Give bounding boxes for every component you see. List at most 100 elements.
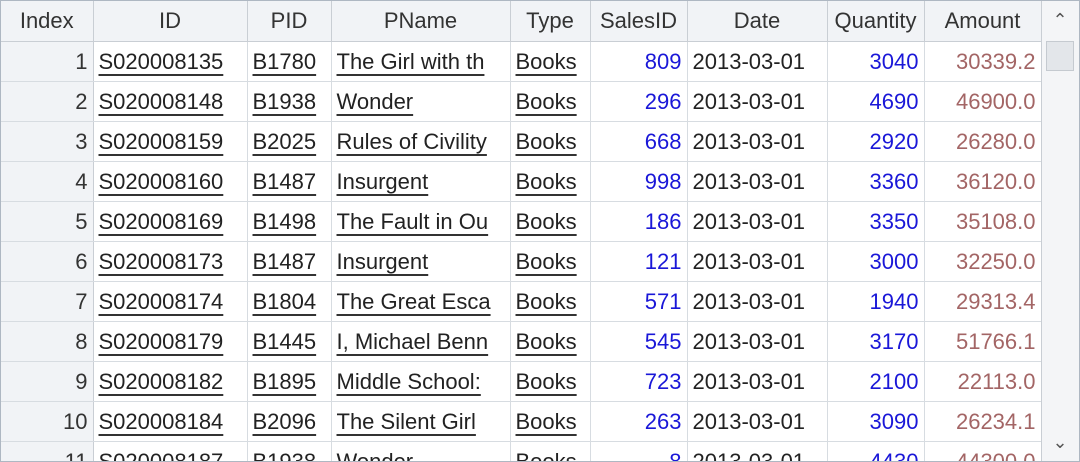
cell-id[interactable]: S020008184: [93, 401, 248, 442]
cell-pname-link[interactable]: Insurgent: [336, 168, 429, 194]
cell-index[interactable]: 6: [1, 241, 94, 282]
cell-amount[interactable]: 29313.4: [924, 281, 1041, 322]
cell-quantity[interactable]: 3360: [827, 161, 925, 202]
cell-id-link[interactable]: S020008182: [98, 368, 224, 394]
cell-pname-link[interactable]: The Fault in Ou: [336, 208, 489, 234]
scroll-up-button[interactable]: ⌃: [1045, 3, 1075, 37]
cell-quantity[interactable]: 4690: [827, 81, 925, 122]
cell-pname[interactable]: The Silent Girl: [331, 401, 511, 442]
cell-type[interactable]: Books: [510, 441, 591, 462]
cell-id-link[interactable]: S020008179: [98, 328, 224, 354]
table-row[interactable]: 4 S020008160 B1487 Insurgent Books 998 2013-03…: [1, 161, 1041, 202]
cell-date[interactable]: 2013-03-01: [687, 161, 828, 202]
cell-pname-link[interactable]: Wonder: [336, 448, 414, 462]
table-row[interactable]: 7 S020008174 B1804 The Great Esca Books 571 20…: [1, 281, 1041, 322]
cell-pid[interactable]: B1895: [247, 361, 332, 402]
cell-type-link[interactable]: Books: [515, 168, 577, 194]
cell-salesid[interactable]: 8: [590, 441, 688, 461]
cell-pname[interactable]: I, Michael Benn: [331, 321, 511, 362]
cell-amount[interactable]: 51766.1: [924, 321, 1041, 362]
cell-index[interactable]: 8: [1, 321, 94, 362]
cell-type-link[interactable]: Books: [515, 88, 577, 114]
vertical-scrollbar[interactable]: ⌃ ⌄: [1041, 1, 1079, 461]
cell-id[interactable]: S020008135: [93, 41, 248, 82]
cell-salesid[interactable]: 186: [590, 201, 688, 242]
table-row[interactable]: 5 S020008169 B1498 The Fault in Ou Books 186 2…: [1, 201, 1041, 242]
cell-pid[interactable]: B2096: [247, 401, 332, 442]
cell-type-link[interactable]: Books: [515, 448, 577, 462]
cell-salesid[interactable]: 668: [590, 121, 688, 162]
cell-pname-link[interactable]: Rules of Civility: [336, 128, 487, 154]
cell-index[interactable]: 4: [1, 161, 94, 202]
column-header-pid[interactable]: PID: [247, 1, 332, 42]
cell-type[interactable]: Books: [510, 201, 591, 242]
cell-pid[interactable]: B1804: [247, 281, 332, 322]
cell-pid-link[interactable]: B2096: [252, 408, 317, 434]
cell-pid-link[interactable]: B1938: [252, 88, 317, 114]
cell-date[interactable]: 2013-03-01: [687, 41, 828, 82]
cell-pid[interactable]: B1445: [247, 321, 332, 362]
cell-pname-link[interactable]: The Girl with th: [336, 48, 485, 74]
table-row[interactable]: 6 S020008173 B1487 Insurgent Books 121 2013-03…: [1, 241, 1041, 282]
cell-type[interactable]: Books: [510, 241, 591, 282]
cell-pid-link[interactable]: B1780: [252, 48, 317, 74]
cell-pid-link[interactable]: B1804: [252, 288, 317, 314]
cell-id-link[interactable]: S020008160: [98, 168, 224, 194]
cell-type-link[interactable]: Books: [515, 408, 577, 434]
cell-amount[interactable]: 26280.0: [924, 121, 1041, 162]
cell-id-link[interactable]: S020008187: [98, 448, 224, 462]
cell-salesid[interactable]: 296: [590, 81, 688, 122]
cell-id[interactable]: S020008159: [93, 121, 248, 162]
cell-pid-link[interactable]: B1895: [252, 368, 317, 394]
cell-salesid[interactable]: 998: [590, 161, 688, 202]
cell-amount[interactable]: 35108.0: [924, 201, 1041, 242]
cell-id-link[interactable]: S020008174: [98, 288, 224, 314]
cell-type-link[interactable]: Books: [515, 328, 577, 354]
cell-index[interactable]: 11: [1, 441, 94, 461]
cell-id-link[interactable]: S020008184: [98, 408, 224, 434]
cell-pname-link[interactable]: The Great Esca: [336, 288, 491, 314]
cell-amount[interactable]: 32250.0: [924, 241, 1041, 282]
cell-amount[interactable]: 46900.0: [924, 81, 1041, 122]
cell-pname-link[interactable]: The Silent Girl: [336, 408, 476, 434]
cell-pid[interactable]: B1938: [247, 441, 332, 461]
cell-pid[interactable]: B1498: [247, 201, 332, 242]
cell-pid[interactable]: B1487: [247, 161, 332, 202]
cell-date[interactable]: 2013-03-01: [687, 401, 828, 442]
cell-pid[interactable]: B1487: [247, 241, 332, 282]
cell-salesid[interactable]: 723: [590, 361, 688, 402]
cell-pname[interactable]: Insurgent: [331, 161, 511, 202]
table-row[interactable]: 9 S020008182 B1895 Middle School: Books 723 20…: [1, 361, 1041, 402]
table-row[interactable]: 3 S020008159 B2025 Rules of Civility Books 66…: [1, 121, 1041, 162]
cell-amount[interactable]: 44300.0: [924, 441, 1041, 461]
cell-type-link[interactable]: Books: [515, 248, 577, 274]
cell-pname-link[interactable]: Insurgent: [336, 248, 429, 274]
cell-date[interactable]: 2013-03-01: [687, 281, 828, 322]
column-header-salesid[interactable]: SalesID: [590, 1, 688, 42]
cell-id-link[interactable]: S020008173: [98, 248, 224, 274]
cell-amount[interactable]: 26234.1: [924, 401, 1041, 442]
cell-pid-link[interactable]: B1498: [252, 208, 317, 234]
table-row[interactable]: 11 S020008187 B1938 Wonder Books 8 2013-03-01 4…: [1, 441, 1041, 462]
cell-amount[interactable]: 36120.0: [924, 161, 1041, 202]
cell-salesid[interactable]: 545: [590, 321, 688, 362]
column-header-date[interactable]: Date: [687, 1, 828, 42]
cell-index[interactable]: 1: [1, 41, 94, 82]
cell-date[interactable]: 2013-03-01: [687, 441, 828, 461]
scroll-down-button[interactable]: ⌄: [1045, 425, 1075, 459]
cell-date[interactable]: 2013-03-01: [687, 321, 828, 362]
cell-quantity[interactable]: 3350: [827, 201, 925, 242]
cell-type-link[interactable]: Books: [515, 368, 577, 394]
cell-id[interactable]: S020008174: [93, 281, 248, 322]
cell-type[interactable]: Books: [510, 281, 591, 322]
cell-id[interactable]: S020008148: [93, 81, 248, 122]
cell-id-link[interactable]: S020008148: [98, 88, 224, 114]
cell-pname[interactable]: Wonder: [331, 441, 511, 462]
cell-type-link[interactable]: Books: [515, 128, 577, 154]
cell-index[interactable]: 2: [1, 81, 94, 122]
column-header-index[interactable]: Index: [1, 1, 94, 42]
cell-pname-link[interactable]: Middle School:: [336, 368, 481, 394]
column-header-quantity[interactable]: Quantity: [827, 1, 925, 42]
cell-pid-link[interactable]: B2025: [252, 128, 317, 154]
cell-quantity[interactable]: 1940: [827, 281, 925, 322]
